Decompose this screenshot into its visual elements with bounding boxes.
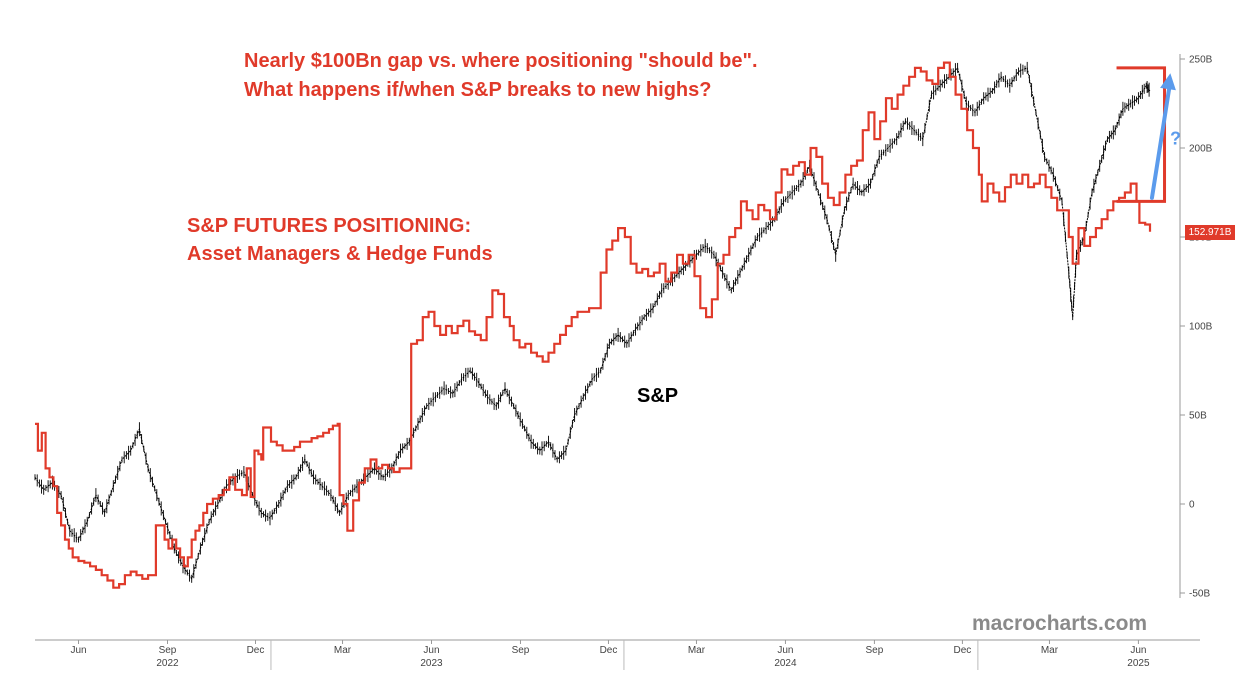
year-label: 2022 xyxy=(156,658,179,669)
sp-series-line xyxy=(34,66,1151,580)
up-arrow-shaft xyxy=(1149,79,1173,200)
x-tick-label: Dec xyxy=(600,645,618,656)
x-tick-label: Jun xyxy=(1130,645,1146,656)
x-tick-label: Dec xyxy=(954,645,972,656)
x-tick-label: Mar xyxy=(1041,645,1059,656)
year-label: 2023 xyxy=(420,658,443,669)
x-tick-label: Jun xyxy=(423,645,439,656)
y-tick-label: 250B xyxy=(1189,55,1213,66)
overlay-layer: ? xyxy=(1116,66,1181,203)
x-tick-label: Sep xyxy=(866,645,884,656)
series-layer xyxy=(34,61,1152,589)
y-tick-label: -50B xyxy=(1189,589,1210,600)
year-label: 2024 xyxy=(774,658,797,669)
positioning-series-line xyxy=(35,61,1152,589)
positioning-title: S&P FUTURES POSITIONING: xyxy=(187,215,472,237)
up-arrow-head xyxy=(1160,73,1176,91)
x-tick-label: Mar xyxy=(334,645,352,656)
sp-series-label: S&P xyxy=(637,385,679,407)
headline-line-1: Nearly $100Bn gap vs. where positioning … xyxy=(244,50,758,72)
y-tick-label: 0 xyxy=(1189,500,1195,511)
x-tick-label: Jun xyxy=(777,645,793,656)
year-label: 2025 xyxy=(1127,658,1150,669)
last-value-badge: 152.971B xyxy=(1185,225,1235,240)
headline-line-2: What happens if/when S&P breaks to new h… xyxy=(244,79,712,101)
question-mark: ? xyxy=(1170,128,1181,148)
watermark: macrocharts.com xyxy=(972,612,1148,635)
y-tick-label: 100B xyxy=(1189,322,1213,333)
x-tick-label: Dec xyxy=(247,645,265,656)
y-tick-label: 50B xyxy=(1189,411,1207,422)
x-tick-label: Jun xyxy=(70,645,86,656)
positioning-subtitle: Asset Managers & Hedge Funds xyxy=(187,243,493,265)
y-tick-label: 200B xyxy=(1189,144,1213,155)
x-tick-label: Mar xyxy=(688,645,706,656)
axis-layer: 250B200B150B100B50B0-50BJunSepDecMarJunS… xyxy=(35,54,1213,670)
x-tick-label: Sep xyxy=(159,645,177,656)
gap-bracket xyxy=(1116,66,1167,203)
x-tick-label: Sep xyxy=(512,645,530,656)
